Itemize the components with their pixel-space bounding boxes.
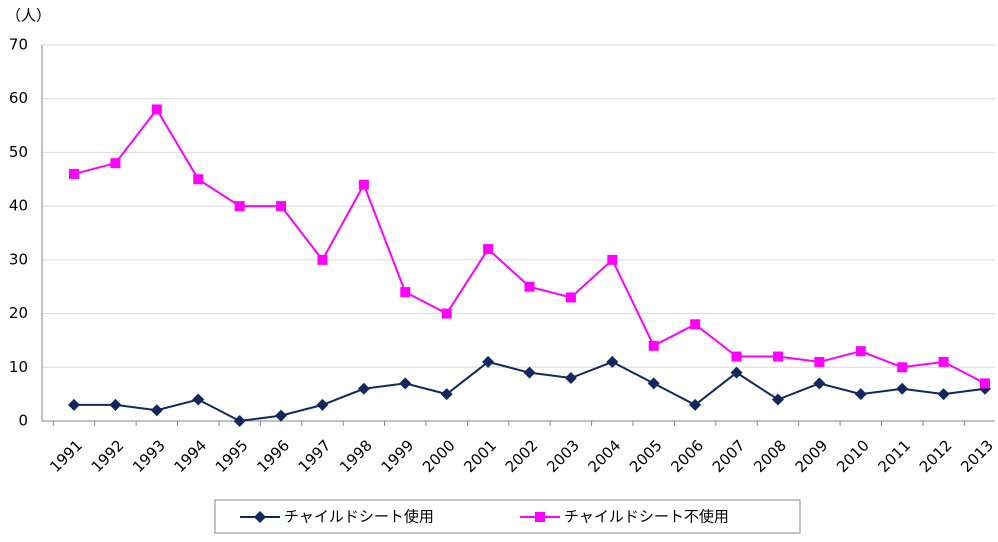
y-tick-label: 0: [18, 412, 28, 430]
x-tick-label: 1992: [88, 436, 128, 476]
marker: [523, 366, 536, 379]
marker: [150, 404, 163, 417]
marker: [731, 351, 742, 362]
marker: [524, 281, 535, 292]
x-tick-label: 2007: [709, 436, 749, 476]
marker: [275, 409, 288, 422]
x-tick-label: 2002: [502, 436, 542, 476]
marker: [254, 511, 266, 523]
marker: [606, 355, 619, 368]
x-tick-label: 1993: [129, 436, 169, 476]
marker: [535, 512, 545, 522]
marker: [689, 398, 702, 411]
legend-label: チャイルドシート不使用: [564, 508, 729, 526]
x-tick-label: 1996: [253, 436, 293, 476]
y-tick-label: 20: [9, 304, 28, 322]
x-tick-label: 2006: [667, 436, 707, 476]
marker: [564, 372, 577, 385]
x-tick-label: 2001: [460, 436, 500, 476]
y-axis-label: （人）: [6, 7, 51, 25]
marker: [854, 388, 867, 401]
marker: [772, 351, 783, 362]
marker: [896, 382, 909, 395]
y-tick-label: 60: [9, 89, 28, 107]
marker: [316, 398, 329, 411]
marker: [980, 378, 990, 389]
legend-label: チャイルドシート使用: [284, 508, 434, 526]
x-tick-label: 2011: [874, 436, 914, 476]
x-tick-label: 1999: [378, 436, 418, 476]
marker: [730, 366, 743, 379]
marker: [565, 292, 576, 303]
marker: [814, 356, 825, 367]
x-tick-label: 1998: [336, 436, 376, 476]
marker: [276, 201, 287, 212]
marker: [647, 377, 660, 390]
marker: [897, 362, 908, 373]
x-tick-label: 2008: [750, 436, 790, 476]
x-tick-label: 1997: [295, 436, 335, 476]
x-tick-label: 2000: [419, 436, 459, 476]
marker: [110, 158, 121, 169]
y-tick-label: 30: [9, 250, 28, 268]
x-tick-label: 2012: [916, 436, 956, 476]
marker: [193, 174, 204, 185]
y-tick-label: 40: [9, 197, 28, 215]
marker: [317, 254, 328, 265]
series-line: [73, 107, 986, 385]
marker: [690, 319, 701, 330]
x-tick-label: 2009: [792, 436, 832, 476]
marker: [68, 398, 80, 411]
marker: [233, 415, 246, 427]
legend-box: [214, 499, 801, 534]
marker: [69, 168, 79, 179]
x-tick-label: 2004: [585, 436, 625, 476]
marker: [648, 340, 659, 351]
x-tick-label: 1994: [171, 436, 211, 476]
x-tick-label: 2003: [543, 436, 583, 476]
marker: [234, 201, 245, 212]
marker: [607, 254, 618, 265]
marker: [109, 398, 122, 411]
marker: [855, 346, 866, 357]
y-tick-label: 10: [9, 358, 28, 376]
marker: [358, 179, 369, 190]
marker: [938, 356, 949, 367]
marker: [357, 382, 370, 395]
x-tick-label: 2010: [833, 436, 873, 476]
y-tick-label: 70: [9, 36, 28, 54]
marker: [400, 287, 411, 298]
marker: [482, 355, 495, 368]
marker: [192, 393, 205, 406]
marker: [483, 244, 494, 255]
x-tick-label: 2005: [626, 436, 666, 476]
marker: [399, 377, 412, 390]
marker: [813, 377, 826, 390]
marker: [937, 388, 950, 401]
marker: [441, 308, 452, 319]
marker: [440, 388, 453, 401]
x-tick-label: 2013: [957, 436, 997, 476]
marker: [771, 393, 784, 406]
x-tick-label: 1995: [212, 436, 252, 476]
x-tick-label: 1991: [46, 436, 86, 476]
y-tick-label: 50: [9, 143, 28, 161]
marker: [151, 104, 162, 115]
